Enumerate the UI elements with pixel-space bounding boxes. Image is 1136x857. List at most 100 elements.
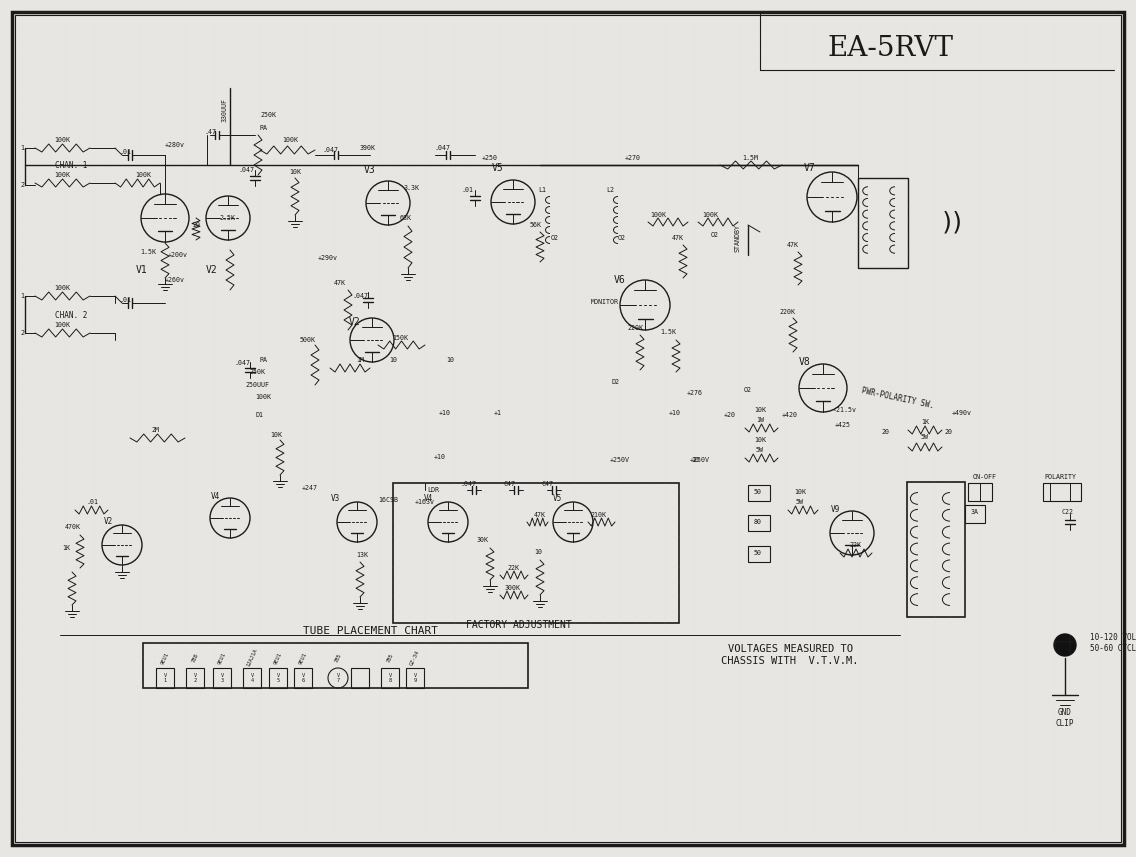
Text: .047: .047 xyxy=(460,481,476,487)
Text: V
7: V 7 xyxy=(336,673,340,683)
Text: 100K: 100K xyxy=(650,212,666,218)
Text: +20: +20 xyxy=(724,412,736,418)
Text: 7B5: 7B5 xyxy=(386,652,394,663)
Text: 47K: 47K xyxy=(334,280,346,286)
Text: 100K: 100K xyxy=(55,137,70,143)
Text: +163v: +163v xyxy=(415,499,435,505)
Text: .01: .01 xyxy=(119,149,131,155)
Text: 250K: 250K xyxy=(260,112,276,118)
Text: FACTORY ADJUSTMENT: FACTORY ADJUSTMENT xyxy=(466,620,571,630)
Text: V
2: V 2 xyxy=(193,673,197,683)
Text: LDR: LDR xyxy=(427,487,438,493)
Text: +10: +10 xyxy=(669,410,680,416)
Text: 100K: 100K xyxy=(282,137,298,143)
Text: 20: 20 xyxy=(882,429,889,435)
Text: V4: V4 xyxy=(424,494,433,502)
Text: 56K: 56K xyxy=(531,222,542,228)
Text: 10K: 10K xyxy=(794,489,807,495)
Text: .01: .01 xyxy=(461,187,473,193)
Text: VOLTAGES MEASURED TO
CHASSIS WITH  V.T.V.M.: VOLTAGES MEASURED TO CHASSIS WITH V.T.V.… xyxy=(721,644,859,666)
Text: CHAN. 2: CHAN. 2 xyxy=(55,310,87,320)
Text: 12AJ1A: 12AJ1A xyxy=(245,648,258,668)
Text: ): ) xyxy=(950,210,964,234)
Text: 390K: 390K xyxy=(360,145,376,151)
Text: 9EU1: 9EU1 xyxy=(217,651,227,665)
Text: 7B8: 7B8 xyxy=(191,652,199,663)
Text: V5: V5 xyxy=(492,163,504,173)
Text: 10: 10 xyxy=(534,549,542,555)
Text: V9: V9 xyxy=(830,506,840,514)
Text: 100K: 100K xyxy=(55,285,70,291)
Bar xyxy=(858,178,908,268)
Text: V2: V2 xyxy=(206,265,218,275)
Text: 47K: 47K xyxy=(673,235,684,241)
Bar xyxy=(243,668,261,688)
Text: L2: L2 xyxy=(605,187,613,193)
Text: +280v: +280v xyxy=(165,142,185,148)
Text: V6: V6 xyxy=(615,275,626,285)
Text: PWR-POLARITY SW.: PWR-POLARITY SW. xyxy=(861,386,935,411)
Text: 22K: 22K xyxy=(507,565,519,571)
Text: V2: V2 xyxy=(103,518,112,526)
Text: RA: RA xyxy=(259,125,267,131)
Text: 100K: 100K xyxy=(135,172,151,178)
Text: 3.3K: 3.3K xyxy=(404,185,420,191)
Text: V3: V3 xyxy=(365,165,376,175)
Bar xyxy=(381,668,399,688)
Text: +250V: +250V xyxy=(690,457,710,463)
Text: 100K: 100K xyxy=(55,322,70,328)
Bar xyxy=(156,668,174,688)
Text: 100K: 100K xyxy=(55,172,70,178)
Text: V
3: V 3 xyxy=(220,673,224,683)
Text: .47: .47 xyxy=(204,129,216,135)
Text: +425: +425 xyxy=(835,422,851,428)
Text: 68K: 68K xyxy=(400,215,412,221)
Bar xyxy=(186,668,204,688)
Text: 50: 50 xyxy=(754,550,762,556)
Bar xyxy=(143,643,528,688)
Text: 10: 10 xyxy=(446,357,454,363)
Text: 9EU1: 9EU1 xyxy=(298,651,308,665)
Text: 9EU1: 9EU1 xyxy=(160,651,170,665)
Bar xyxy=(406,668,424,688)
Text: V
1: V 1 xyxy=(164,673,167,683)
Text: V
4: V 4 xyxy=(250,673,253,683)
Text: .047: .047 xyxy=(321,147,339,153)
Text: 13K: 13K xyxy=(356,552,368,558)
Text: 1W: 1W xyxy=(755,417,765,423)
Text: +250: +250 xyxy=(482,155,498,161)
Text: GND
CLIP: GND CLIP xyxy=(1055,708,1075,728)
Text: C47: C47 xyxy=(504,481,516,487)
Text: +200v: +200v xyxy=(168,252,187,258)
Circle shape xyxy=(1054,634,1076,656)
Bar xyxy=(747,515,770,531)
Text: 22K: 22K xyxy=(849,542,861,548)
Text: 30K: 30K xyxy=(477,537,488,543)
Text: +247: +247 xyxy=(302,485,318,491)
Text: 20: 20 xyxy=(192,222,200,228)
Text: 7B5: 7B5 xyxy=(334,652,342,663)
Text: +270: +270 xyxy=(625,155,641,161)
Text: V
8: V 8 xyxy=(389,673,392,683)
Text: L1: L1 xyxy=(538,187,546,193)
Text: +420: +420 xyxy=(782,412,797,418)
Text: C47: C47 xyxy=(542,481,554,487)
Text: -21.5v: -21.5v xyxy=(833,407,857,413)
Text: O2: O2 xyxy=(711,232,719,238)
Text: 47K: 47K xyxy=(534,512,546,518)
Text: 80: 80 xyxy=(754,519,762,525)
Bar xyxy=(747,485,770,501)
Bar xyxy=(393,483,679,623)
Text: 1K: 1K xyxy=(921,419,929,425)
Bar xyxy=(269,668,287,688)
Text: 250K: 250K xyxy=(249,369,265,375)
Text: TUBE PLACEMENT CHART: TUBE PLACEMENT CHART xyxy=(303,626,438,636)
Text: V7: V7 xyxy=(804,163,816,173)
Bar xyxy=(907,482,964,617)
Text: V3: V3 xyxy=(331,494,340,502)
Text: 500K: 500K xyxy=(300,337,316,343)
Text: 100K: 100K xyxy=(702,212,718,218)
Text: +1: +1 xyxy=(494,410,502,416)
Text: +10: +10 xyxy=(434,454,446,460)
Text: .047: .047 xyxy=(239,167,254,173)
